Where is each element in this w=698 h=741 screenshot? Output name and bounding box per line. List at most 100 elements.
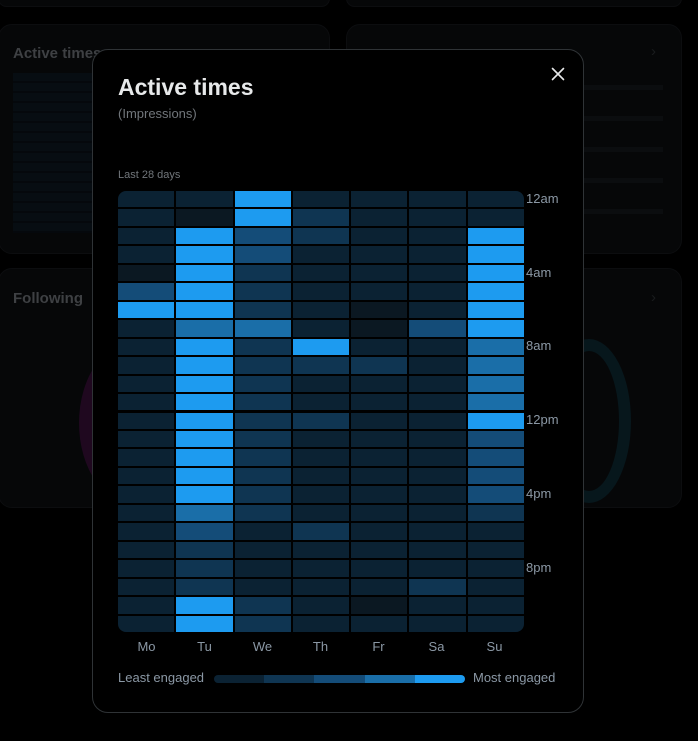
heatmap-cell-th-17[interactable] [292,504,350,522]
heatmap-cell-fr-13[interactable] [351,430,408,448]
heatmap-cell-su-3[interactable] [467,246,524,263]
heatmap-cell-mo-12[interactable] [118,412,175,429]
heatmap-cell-sa-7[interactable] [409,320,466,337]
heatmap-cell-su-2[interactable] [467,227,524,245]
heatmap-cell-we-9[interactable] [234,357,291,374]
heatmap-cell-tu-13[interactable] [176,430,233,448]
heatmap-cell-su-0[interactable] [467,191,524,208]
heatmap-cell-th-22[interactable] [292,597,350,614]
heatmap-cell-sa-13[interactable] [409,430,466,448]
heatmap-cell-we-11[interactable] [234,394,291,411]
heatmap-cell-sa-16[interactable] [409,486,466,503]
heatmap-cell-fr-12[interactable] [351,412,408,429]
heatmap-cell-tu-11[interactable] [176,394,233,411]
heatmap-cell-we-21[interactable] [234,578,291,596]
heatmap-cell-we-20[interactable] [234,560,291,577]
heatmap-cell-th-6[interactable] [292,301,350,319]
close-button[interactable] [548,64,568,84]
heatmap-cell-mo-9[interactable] [118,357,175,374]
heatmap-cell-mo-7[interactable] [118,320,175,337]
heatmap-cell-fr-10[interactable] [351,375,408,393]
heatmap-cell-tu-20[interactable] [176,560,233,577]
heatmap-cell-fr-19[interactable] [351,541,408,559]
heatmap-cell-th-14[interactable] [292,449,350,466]
heatmap-cell-su-23[interactable] [467,615,524,632]
heatmap-cell-tu-16[interactable] [176,486,233,503]
heatmap-cell-tu-4[interactable] [176,264,233,282]
heatmap-cell-th-20[interactable] [292,560,350,577]
heatmap-cell-sa-10[interactable] [409,375,466,393]
heatmap-cell-th-23[interactable] [292,615,350,632]
heatmap-cell-mo-23[interactable] [118,615,175,632]
heatmap-cell-we-7[interactable] [234,320,291,337]
heatmap-cell-fr-18[interactable] [351,523,408,540]
heatmap-cell-mo-21[interactable] [118,578,175,596]
heatmap-cell-su-19[interactable] [467,541,524,559]
heatmap-cell-su-1[interactable] [467,209,524,226]
heatmap-cell-mo-3[interactable] [118,246,175,263]
heatmap-cell-we-5[interactable] [234,283,291,300]
heatmap-cell-fr-11[interactable] [351,394,408,411]
heatmap-cell-we-0[interactable] [234,191,291,208]
heatmap-cell-su-9[interactable] [467,357,524,374]
heatmap-cell-tu-2[interactable] [176,227,233,245]
heatmap-cell-we-8[interactable] [234,338,291,356]
heatmap-cell-fr-16[interactable] [351,486,408,503]
heatmap-cell-su-11[interactable] [467,394,524,411]
heatmap-cell-su-15[interactable] [467,467,524,485]
heatmap-cell-th-7[interactable] [292,320,350,337]
heatmap-cell-th-1[interactable] [292,209,350,226]
heatmap-cell-th-18[interactable] [292,523,350,540]
heatmap-cell-we-18[interactable] [234,523,291,540]
heatmap-cell-tu-9[interactable] [176,357,233,374]
heatmap-cell-mo-22[interactable] [118,597,175,614]
heatmap-cell-fr-17[interactable] [351,504,408,522]
heatmap-cell-fr-7[interactable] [351,320,408,337]
heatmap-cell-fr-8[interactable] [351,338,408,356]
heatmap-cell-th-3[interactable] [292,246,350,263]
heatmap-cell-mo-4[interactable] [118,264,175,282]
heatmap-cell-tu-15[interactable] [176,467,233,485]
heatmap-cell-tu-1[interactable] [176,209,233,226]
heatmap-cell-fr-20[interactable] [351,560,408,577]
heatmap-cell-we-6[interactable] [234,301,291,319]
heatmap-cell-sa-12[interactable] [409,412,466,429]
heatmap-cell-su-14[interactable] [467,449,524,466]
heatmap-cell-th-4[interactable] [292,264,350,282]
heatmap-cell-tu-19[interactable] [176,541,233,559]
heatmap-cell-th-21[interactable] [292,578,350,596]
heatmap-cell-fr-2[interactable] [351,227,408,245]
heatmap-cell-mo-20[interactable] [118,560,175,577]
heatmap-cell-th-2[interactable] [292,227,350,245]
heatmap-cell-th-15[interactable] [292,467,350,485]
heatmap-cell-tu-17[interactable] [176,504,233,522]
heatmap-cell-tu-12[interactable] [176,412,233,429]
heatmap-cell-we-1[interactable] [234,209,291,226]
heatmap-cell-th-0[interactable] [292,191,350,208]
heatmap-cell-su-12[interactable] [467,412,524,429]
heatmap-cell-mo-14[interactable] [118,449,175,466]
heatmap-cell-we-19[interactable] [234,541,291,559]
heatmap-cell-we-13[interactable] [234,430,291,448]
heatmap-cell-tu-8[interactable] [176,338,233,356]
heatmap-cell-sa-20[interactable] [409,560,466,577]
heatmap-cell-th-16[interactable] [292,486,350,503]
heatmap-cell-mo-11[interactable] [118,394,175,411]
heatmap-cell-th-19[interactable] [292,541,350,559]
heatmap-cell-tu-18[interactable] [176,523,233,540]
heatmap-cell-mo-18[interactable] [118,523,175,540]
heatmap-cell-tu-22[interactable] [176,597,233,614]
heatmap-cell-sa-14[interactable] [409,449,466,466]
heatmap-cell-fr-3[interactable] [351,246,408,263]
heatmap-cell-mo-0[interactable] [118,191,175,208]
heatmap-cell-th-12[interactable] [292,412,350,429]
heatmap-cell-sa-6[interactable] [409,301,466,319]
heatmap-cell-su-22[interactable] [467,597,524,614]
heatmap-cell-we-14[interactable] [234,449,291,466]
heatmap-cell-tu-21[interactable] [176,578,233,596]
heatmap-cell-fr-6[interactable] [351,301,408,319]
heatmap-cell-we-15[interactable] [234,467,291,485]
heatmap-cell-mo-13[interactable] [118,430,175,448]
heatmap-cell-tu-6[interactable] [176,301,233,319]
heatmap-cell-fr-23[interactable] [351,615,408,632]
